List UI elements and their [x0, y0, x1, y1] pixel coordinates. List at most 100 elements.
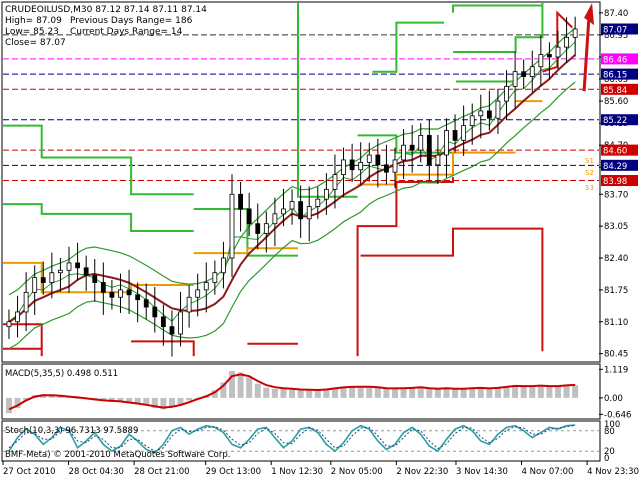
macd-bar [374, 387, 381, 398]
price-axis[interactable]: 87.4086.9586.5086.0585.6085.1584.7084.25… [599, 9, 628, 360]
candle-body [332, 174, 338, 190]
candle-body [229, 193, 235, 259]
macd-bar [151, 397, 158, 409]
macd-bar [297, 390, 304, 398]
header-low: Low= 85.23 [5, 27, 59, 37]
time-axis[interactable]: 27 Oct 2010 28 Oct 04:30 28 Oct 21:00 29 Oc… [2, 461, 639, 477]
candle-body [238, 193, 243, 210]
macd-bar [400, 387, 407, 398]
price-axis-label: 86.05 [604, 75, 628, 85]
candle-body [409, 144, 415, 151]
price-tags: 87.07 86.46 86.15 85.84 85.22 84.60 84.29 83.98 [601, 23, 638, 187]
candle-body [100, 282, 106, 293]
macd-bar [134, 397, 141, 405]
candle-body [289, 201, 295, 210]
macd-bar [349, 386, 356, 398]
macd-bar [529, 386, 536, 398]
candle-body [58, 269, 63, 274]
macd-label: MACD(5,35,5) 0.498 0.511 [5, 369, 118, 379]
candle-body [263, 223, 269, 234]
macd-bar [563, 385, 570, 398]
price-axis-label: 81.75 [604, 286, 628, 296]
candle-body [306, 206, 312, 220]
candle-body [169, 326, 175, 335]
candle-body [15, 311, 20, 323]
macd-bar [486, 388, 493, 398]
macd-bar [469, 387, 476, 398]
pivot-resistance-line [297, 3, 358, 198]
stoch-axis-label: 80 [604, 427, 615, 437]
macd-bar [168, 397, 175, 407]
time-axis-label: 4 Nov 23:30 [587, 467, 639, 477]
pivot-letter: S2 [585, 169, 594, 177]
time-axis-label: 3 Nov 14:30 [456, 467, 508, 477]
pivot-support-line [356, 177, 454, 357]
macd-bar [572, 385, 579, 398]
time-axis-label: 2 Nov 22:30 [396, 467, 448, 477]
macd-bar [220, 382, 227, 398]
candle-body [160, 316, 166, 328]
candle-body [384, 164, 389, 173]
macd-bar [503, 386, 510, 398]
candle-body [195, 289, 201, 298]
macd-bar [5, 397, 12, 414]
macd-indicator [5, 371, 579, 414]
candle-body [341, 159, 346, 176]
candle-body [486, 110, 492, 119]
macd-bar [452, 388, 459, 398]
macd-bar [537, 385, 544, 398]
price-axis-label: 86.95 [604, 31, 628, 41]
candle-body [401, 144, 406, 161]
macd-bar [211, 390, 218, 398]
price-tag [601, 53, 638, 65]
header-prev-range: Previous Days Range= 186 [70, 16, 193, 26]
macd-bar [117, 397, 124, 402]
candle-body [109, 291, 115, 298]
candle-body [349, 159, 355, 171]
pivot-mid-line [193, 247, 298, 255]
candle-body [83, 267, 89, 276]
price-axis-label: 81.10 [604, 318, 628, 328]
candle-body [418, 135, 424, 151]
price-axis-label: 82.40 [604, 254, 628, 264]
candle-body [49, 272, 55, 283]
time-axis-label: 28 Oct 04:30 [69, 467, 124, 477]
candle-body [358, 161, 364, 171]
candle-body [392, 159, 398, 173]
macd-bar [426, 388, 433, 398]
candle-body [281, 208, 286, 215]
macd-bar [57, 396, 64, 398]
candle-body [152, 306, 158, 318]
price-tag [601, 175, 638, 187]
candle-body [221, 257, 226, 274]
macd-bar [143, 397, 150, 406]
macd-bar [306, 390, 313, 398]
guide-lines [3, 34, 599, 182]
candle-body [6, 321, 12, 328]
macd-bar [263, 387, 270, 398]
macd-bar [246, 377, 253, 398]
macd-bar [323, 388, 330, 398]
pivot-resistance-line [193, 208, 298, 257]
candle-body [32, 277, 38, 293]
stoch-signal-line [8, 424, 576, 452]
macd-bar [443, 387, 450, 398]
candle-body [143, 299, 149, 308]
macd-bar [546, 386, 553, 398]
macd-bar [254, 383, 261, 398]
macd-bar [477, 387, 484, 398]
macd-bar [331, 387, 338, 398]
pivot-resistance-line [452, 4, 543, 13]
candle-body [298, 201, 304, 220]
candle-body [315, 198, 321, 207]
main-chart-panel[interactable] [1, 1, 601, 363]
stoch-axis-label: 100 [604, 420, 620, 430]
macd-bar [417, 386, 424, 398]
candle-body [529, 66, 535, 77]
price-tag [601, 68, 638, 80]
candle-body [178, 311, 183, 335]
time-axis-label: 2 Nov 05:00 [331, 467, 383, 477]
